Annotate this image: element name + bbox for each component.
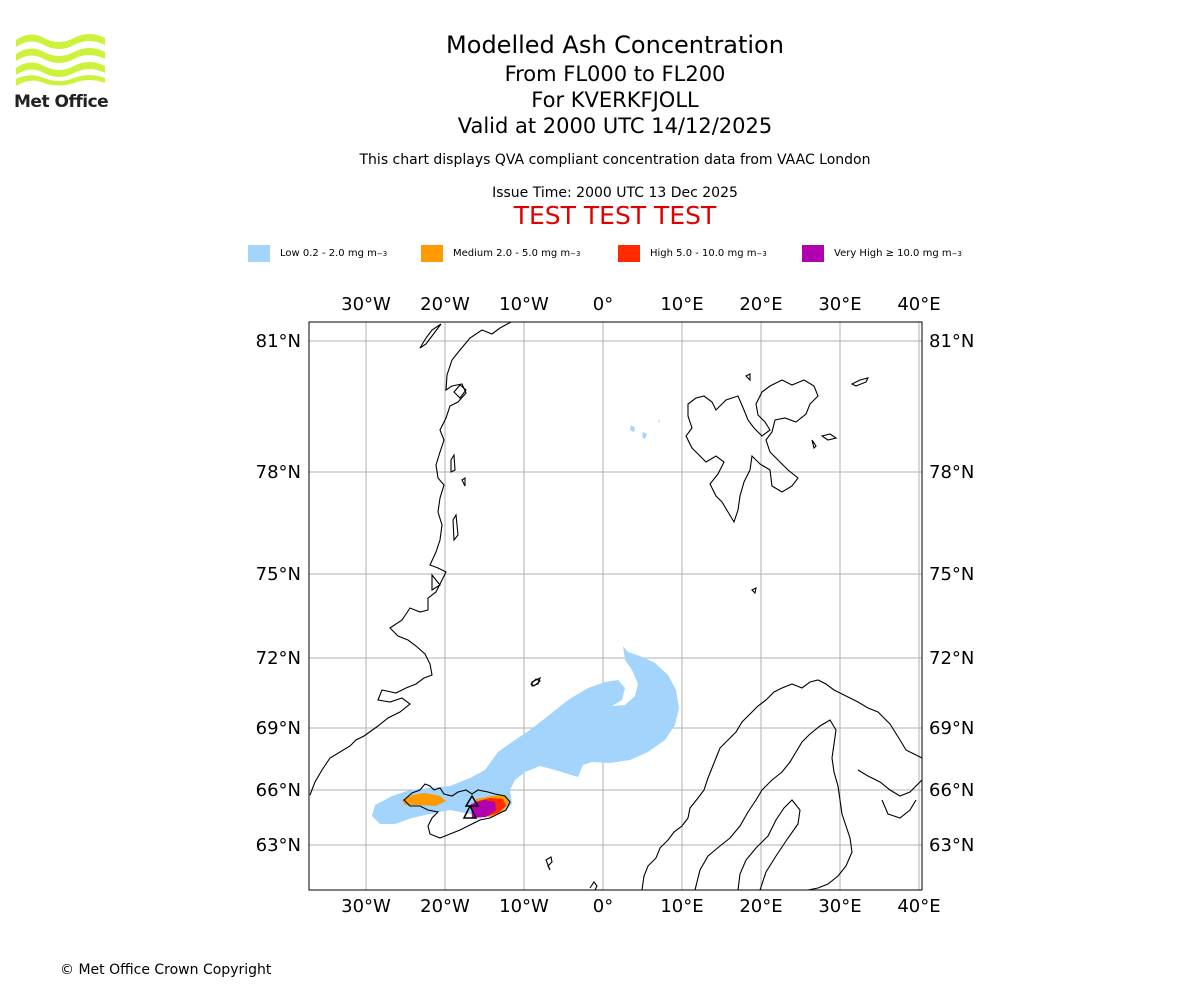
lat-label-left: 81°N bbox=[256, 331, 301, 352]
lat-label-left: 69°N bbox=[256, 718, 301, 739]
met-office-waves-icon bbox=[16, 34, 105, 86]
ash-medium-west bbox=[402, 793, 446, 806]
lat-label-right: 63°N bbox=[929, 835, 974, 856]
volcano-triangle-icon bbox=[462, 794, 480, 819]
lon-label-bottom: 30°W bbox=[341, 896, 391, 917]
lat-label-left: 75°N bbox=[256, 564, 301, 585]
lon-label-bottom: 30°E bbox=[818, 896, 861, 917]
lon-label-bottom: 10°W bbox=[499, 896, 549, 917]
valid-time: Valid at 2000 UTC 14/12/2025 bbox=[457, 114, 773, 138]
lat-labels-left: 81°N 78°N 75°N 72°N 69°N 66°N 63°N bbox=[256, 331, 301, 856]
legend-item-high: High 5.0 - 10.0 mg m −3 bbox=[618, 244, 767, 263]
lon-label-top: 20°W bbox=[420, 294, 470, 315]
lat-labels-right: 81°N 78°N 75°N 72°N 69°N 66°N 63°N bbox=[929, 331, 974, 856]
lon-labels-top: 30°W 20°W 10°W 0° 10°E 20°E 30°E 40°E bbox=[341, 294, 940, 315]
legend-sup-high: −3 bbox=[756, 249, 767, 258]
legend-swatch-low bbox=[248, 245, 270, 262]
lon-label-bottom: 0° bbox=[593, 896, 613, 917]
greenland-coast bbox=[309, 321, 512, 796]
lat-label-right: 81°N bbox=[929, 331, 974, 352]
test-banner: TEST TEST TEST bbox=[513, 201, 717, 230]
map-frame bbox=[308, 321, 923, 891]
lon-label-top: 30°W bbox=[341, 294, 391, 315]
lat-label-left: 78°N bbox=[256, 462, 301, 483]
legend-swatch-very-high bbox=[802, 245, 824, 262]
lon-label-bottom: 20°E bbox=[739, 896, 782, 917]
lon-label-top: 10°W bbox=[499, 294, 549, 315]
lon-label-bottom: 10°E bbox=[660, 896, 703, 917]
chart-title: Modelled Ash Concentration bbox=[446, 31, 784, 59]
lon-label-bottom: 40°E bbox=[897, 896, 940, 917]
qva-note: This chart displays QVA compliant concen… bbox=[359, 152, 871, 168]
lon-label-top: 20°E bbox=[739, 294, 782, 315]
level-range: From FL000 to FL200 bbox=[504, 62, 726, 86]
legend-item-medium: Medium 2.0 - 5.0 mg m −3 bbox=[421, 244, 580, 263]
logo-text: Met Office bbox=[14, 92, 109, 112]
scandinavia-coast bbox=[641, 679, 923, 891]
lat-label-left: 72°N bbox=[256, 648, 301, 669]
legend-label-very-high: Very High ≥ 10.0 mg m bbox=[834, 248, 952, 259]
chart-header: Modelled Ash Concentration From FL000 to… bbox=[0, 30, 1200, 230]
legend-swatch-high bbox=[618, 245, 640, 262]
lon-label-top: 40°E bbox=[897, 294, 940, 315]
lat-label-right: 66°N bbox=[929, 780, 974, 801]
legend-label-low: Low 0.2 - 2.0 mg m bbox=[280, 248, 377, 259]
legend-swatch-medium bbox=[421, 245, 443, 262]
lat-label-left: 66°N bbox=[256, 780, 301, 801]
lon-label-top: 30°E bbox=[818, 294, 861, 315]
met-office-logo: Met Office bbox=[14, 30, 109, 112]
legend-item-low: Low 0.2 - 2.0 mg m −3 bbox=[248, 244, 387, 263]
svalbard-coast bbox=[685, 379, 819, 524]
lon-label-bottom: 20°W bbox=[420, 896, 470, 917]
lon-label-top: 10°E bbox=[660, 294, 703, 315]
copyright-notice: © Met Office Crown Copyright bbox=[60, 962, 272, 978]
lat-label-right: 78°N bbox=[929, 462, 974, 483]
issue-time: Issue Time: 2000 UTC 13 Dec 2025 bbox=[492, 185, 738, 201]
legend-sup-very-high: −3 bbox=[951, 249, 962, 258]
lon-labels-bottom: 30°W 20°W 10°W 0° 10°E 20°E 30°E 40°E bbox=[341, 896, 940, 917]
lat-label-right: 75°N bbox=[929, 564, 974, 585]
ash-low-plume bbox=[372, 419, 679, 824]
lon-label-top: 0° bbox=[593, 294, 613, 315]
legend-item-very-high: Very High ≥ 10.0 mg m −3 bbox=[802, 244, 962, 263]
legend-label-high: High 5.0 - 10.0 mg m bbox=[650, 248, 757, 259]
legend-sup-low: −3 bbox=[376, 249, 388, 258]
lat-label-right: 69°N bbox=[929, 718, 974, 739]
lat-label-left: 63°N bbox=[256, 835, 301, 856]
volcano-name: For KVERKFJOLL bbox=[531, 88, 699, 112]
legend-label-medium: Medium 2.0 - 5.0 mg m bbox=[453, 248, 571, 259]
legend-sup-medium: −3 bbox=[570, 249, 581, 258]
lat-label-right: 72°N bbox=[929, 648, 974, 669]
graticule bbox=[309, 322, 922, 890]
iceland-coast bbox=[403, 783, 511, 839]
coastlines bbox=[309, 321, 923, 891]
